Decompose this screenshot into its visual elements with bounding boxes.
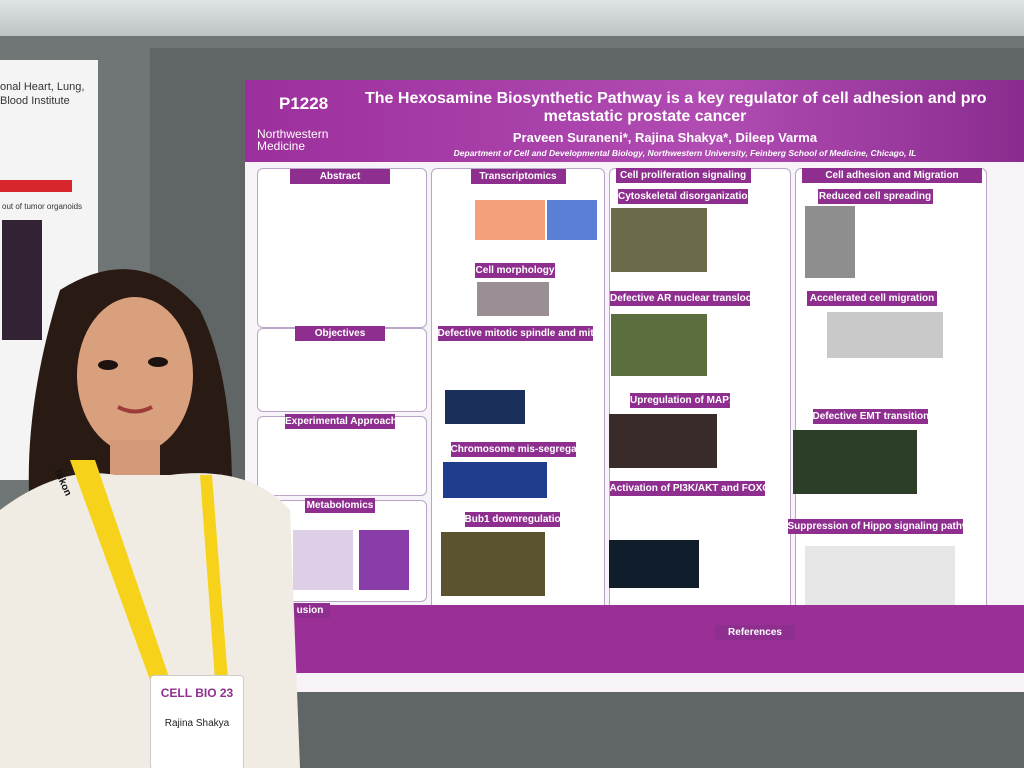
section-heading: Reduced cell spreading: [817, 189, 933, 204]
red-bar: [0, 180, 72, 192]
figure: [445, 390, 525, 424]
figure: [477, 282, 549, 316]
section-heading: Defective EMT transition: [812, 409, 928, 424]
section-heading: References: [715, 625, 795, 640]
mouth: [117, 405, 153, 414]
conclusion-band: [285, 605, 1024, 673]
section-heading: Transcriptomics: [470, 169, 566, 184]
ceiling: [0, 0, 1024, 40]
section-heading: Cytoskeletal disorganization: [618, 189, 748, 204]
figure: [609, 540, 699, 588]
left-header-line: onal Heart, Lung,: [0, 81, 85, 93]
brand-line: Medicine: [257, 139, 306, 153]
section-heading: Cell proliferation signaling: [615, 168, 751, 183]
authors: Praveen Suraneni*, Rajina Shakya*, Dilee…: [512, 130, 818, 145]
poster-id: P1228: [279, 94, 329, 113]
section-heading: Cell morphology: [475, 263, 555, 278]
section-heading: Chromosome mis-segregation: [450, 442, 576, 457]
section-heading: Metabolomics: [305, 498, 375, 513]
section-heading: Cell adhesion and Migration: [802, 168, 982, 183]
figure: [827, 312, 943, 358]
section-heading: usion: [290, 603, 330, 618]
section-heading: Upregulation of MAP10: [630, 393, 730, 408]
lanyard-strap: [200, 475, 228, 680]
figure: [793, 430, 917, 494]
brand-line: Northwestern: [257, 127, 329, 141]
figure: [359, 530, 409, 590]
figure: [293, 530, 353, 590]
eye: [98, 360, 118, 370]
lanyard-strap: [70, 460, 170, 680]
section-heading: Suppression of Hippo signaling pathway: [787, 519, 963, 534]
figure: [611, 314, 707, 376]
section-heading: Defective mitotic spindle and mitosis: [437, 326, 593, 341]
section-heading: Objectives: [295, 326, 385, 341]
left-figure: [2, 220, 42, 340]
poster: P1228 Northwestern Medicine The Hexosami…: [245, 80, 1024, 692]
left-header: onal Heart, Lung, Blood Institute: [0, 80, 84, 108]
figure: [547, 200, 597, 240]
figure: [609, 414, 717, 468]
eye: [148, 357, 168, 367]
figure: [443, 462, 547, 498]
figure: [805, 546, 955, 616]
panel: [257, 416, 427, 496]
section-heading: Defective AR nuclear translocation: [610, 291, 750, 306]
figure: [611, 208, 707, 272]
face: [77, 297, 193, 453]
badge-event: CELL BIO 23: [160, 686, 234, 700]
left-header-line: Blood Institute: [0, 95, 70, 107]
affiliation: Department of Cell and Developmental Bio…: [453, 148, 917, 158]
section-heading: Bub1 downregulation: [464, 512, 560, 527]
left-caption: out of tumor organoids: [2, 202, 83, 211]
section-heading: Abstract: [290, 169, 390, 184]
section-heading: Activation of PI3K/AKT and FOXO3a: [609, 481, 765, 496]
figure: [475, 200, 545, 240]
poster-title-2: metastatic prostate cancer: [543, 108, 747, 125]
badge: CELL BIO 23 Rajina Shakya: [150, 675, 244, 768]
poster-title: The Hexosamine Biosynthetic Pathway is a…: [365, 90, 987, 107]
panel: [257, 328, 427, 412]
figure: [441, 532, 545, 596]
brand: Northwestern Medicine: [257, 128, 328, 152]
section-heading: Accelerated cell migration: [807, 291, 937, 306]
poster-header: P1228 Northwestern Medicine The Hexosami…: [245, 80, 1024, 162]
figure: [805, 206, 855, 278]
section-heading: Experimental Approach: [285, 414, 395, 429]
badge-name: Rajina Shakya: [164, 718, 230, 729]
